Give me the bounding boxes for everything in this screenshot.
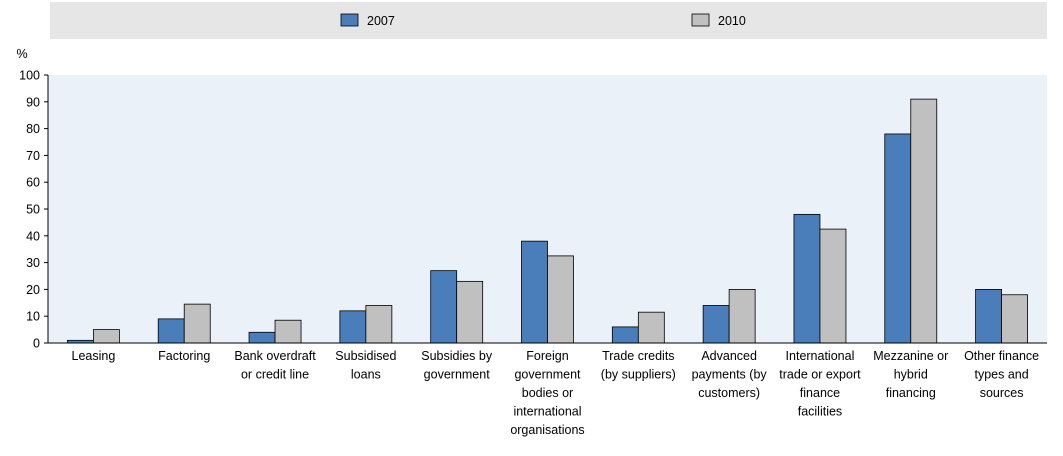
bar-2010-4 <box>456 280 484 344</box>
y-tick-label: 0 <box>33 337 40 351</box>
x-category-label: Foreign government bodies or international o… <box>510 349 584 437</box>
bar-2007-9 <box>884 133 912 344</box>
bar-2010-9 <box>910 98 938 344</box>
bar-2007-7 <box>702 305 730 344</box>
bar-2010-0 <box>93 329 120 344</box>
bar-2010-7 <box>728 288 756 344</box>
y-tick-label: 90 <box>26 95 40 109</box>
legend: 2007 2010 <box>340 13 746 28</box>
legend-background <box>50 2 1047 39</box>
y-axis: 0 10 20 30 40 50 60 70 80 90 100 <box>19 69 49 351</box>
y-axis-unit-label: % <box>16 47 27 61</box>
x-category-label: Subsidised loans <box>335 349 396 382</box>
bar-2007-8 <box>793 213 821 344</box>
bar-2010-3 <box>365 305 393 344</box>
x-category-label: Bank overdraft or credit line <box>234 349 316 382</box>
bar-2010-1 <box>183 303 211 344</box>
legend-swatch-2007 <box>340 13 359 27</box>
bar-2007-4 <box>430 270 458 344</box>
x-category-label: Other finance types and sources <box>964 349 1039 400</box>
legend-swatch-2010 <box>691 13 710 27</box>
x-category-label: Factoring <box>158 349 210 363</box>
y-tick-label: 40 <box>26 229 40 243</box>
legend-label-2010: 2010 <box>718 14 746 28</box>
bar-2007-1 <box>157 318 185 344</box>
bar-2007-5 <box>521 240 548 344</box>
bar-2010-10 <box>1001 294 1028 344</box>
y-tick-label: 60 <box>26 176 40 190</box>
x-axis-labels: Leasing Factoring Bank overdraft or credit … <box>72 349 1040 437</box>
x-category-label: Mezzanine or hybrid financing <box>873 349 948 400</box>
x-category-label: Trade credits (by suppliers) <box>601 349 676 382</box>
bar-2010-5 <box>547 255 574 344</box>
y-tick-label: 10 <box>26 310 40 324</box>
y-tick-label: 20 <box>26 283 40 297</box>
y-tick-label: 30 <box>26 256 40 270</box>
y-tick-label: 80 <box>26 122 40 136</box>
x-category-label: Leasing <box>72 349 116 363</box>
x-category-label: Advanced payments (by customers) <box>692 349 768 400</box>
bar-2007-10 <box>975 288 1002 344</box>
y-tick-label: 50 <box>26 203 40 217</box>
y-tick-label: 70 <box>26 149 40 163</box>
bar-2007-3 <box>339 310 367 344</box>
y-tick-label: 100 <box>19 69 40 83</box>
bar-2010-6 <box>637 311 665 344</box>
x-category-label: Subsidies by government <box>421 349 493 382</box>
bar-2007-6 <box>611 326 639 344</box>
legend-label-2007: 2007 <box>367 14 395 28</box>
x-category-label: International trade or export finance facil… <box>779 349 861 419</box>
bar-2007-2 <box>248 331 276 344</box>
bar-2010-8 <box>819 228 847 344</box>
bar-2010-2 <box>274 319 302 344</box>
bars <box>67 98 1028 344</box>
